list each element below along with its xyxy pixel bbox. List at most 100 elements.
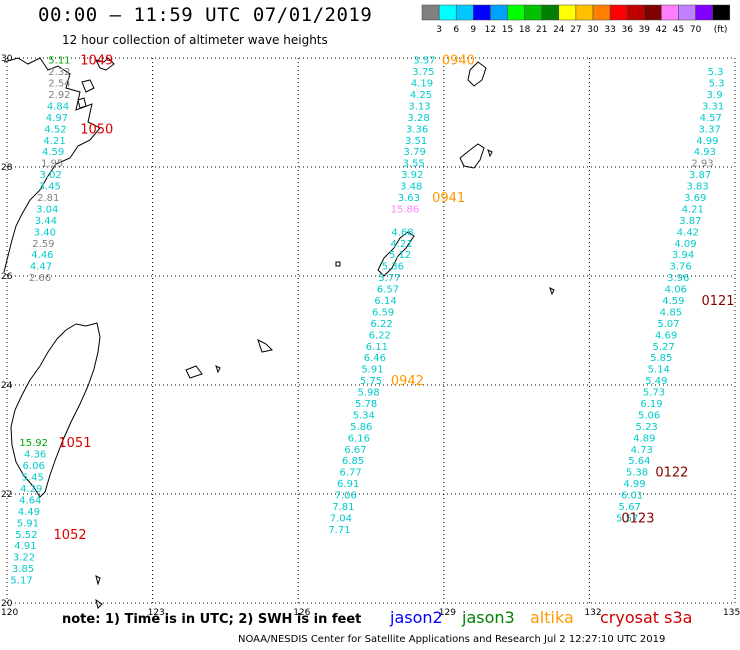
swh-value: 5.78: [355, 399, 377, 410]
swh-value: 3.87: [689, 170, 711, 181]
coastlines: [3, 57, 555, 609]
swh-value: 3.37: [699, 124, 721, 135]
lon-tick-label: 123: [148, 608, 165, 618]
swh-value: 4.84: [47, 101, 69, 112]
swh-value: 2.81: [37, 193, 59, 204]
swh-value: 6.16: [348, 433, 370, 444]
swh-value: 3.9: [707, 90, 723, 101]
pass-time: 0122: [655, 466, 688, 481]
swh-value: 3.02: [40, 170, 62, 181]
pass-time: 0941: [432, 191, 465, 206]
pass-time: 1050: [80, 122, 113, 137]
swh-value: 4.36: [24, 450, 46, 461]
lat-tick-label: 26: [1, 272, 13, 282]
legend-label: 30: [587, 25, 599, 35]
swh-value: 3.40: [34, 227, 56, 238]
taiwan-outline: [10, 322, 101, 498]
legend-label: 39: [639, 25, 651, 35]
legend-label: 33: [604, 25, 615, 35]
swh-value: 5.23: [636, 422, 658, 433]
swh-value: 5.34: [353, 410, 375, 421]
lon-tick-label: 126: [293, 608, 310, 618]
swh-value: 3.94: [672, 250, 694, 261]
swh-value: 5.67: [619, 502, 641, 513]
swh-value: 6.67: [344, 445, 366, 456]
legend-label: 70: [690, 25, 702, 35]
swh-value: 6.59: [372, 307, 394, 318]
swh-value: 6.91: [337, 479, 359, 490]
legend-label: 9: [470, 25, 476, 35]
satellite-altika: altika: [530, 608, 574, 627]
small-islets: [95, 149, 555, 609]
color-legend: 3 6 9 12 15 18 21 24 27 30 33 36 39 42 45 70 (ft): [421, 4, 731, 35]
swh-value: 4.06: [665, 285, 687, 296]
swh-value: 4.64: [19, 495, 41, 506]
swh-value: 3.76: [670, 262, 692, 273]
swh-value: 6.46: [364, 353, 386, 364]
swh-value: 3.44: [35, 216, 57, 227]
swh-value: 4.09: [674, 239, 696, 250]
legend-label: 24: [553, 25, 565, 35]
swh-value: 3.04: [36, 204, 58, 215]
swh-value: 5.3: [708, 67, 724, 78]
legend-label: 15: [502, 25, 513, 35]
swh-value: 3.63: [398, 193, 420, 204]
swh-value: 4.93: [694, 147, 716, 158]
swh-value: 7.81: [332, 502, 354, 513]
swh-value: 2.32: [48, 67, 70, 78]
swh-value: 7.04: [330, 513, 352, 524]
lon-tick-label: 132: [584, 608, 601, 618]
map-grid: [6, 57, 736, 604]
swh-value: 4.91: [14, 541, 36, 552]
legend-label: 45: [673, 25, 684, 35]
swh-value: 6.11: [366, 342, 388, 353]
credit-line: NOAA/NESDIS Center for Satellite Applica…: [238, 634, 666, 645]
swh-value: 2.54: [48, 79, 70, 90]
lat-tick-label: 24: [1, 381, 13, 391]
swh-value: 6.14: [374, 296, 396, 307]
swh-value: 3.79: [404, 147, 426, 158]
swh-value: 5.98: [357, 388, 379, 399]
swh-value: 5.52: [15, 530, 37, 541]
swh-value: 5.27: [653, 342, 675, 353]
lat-tick-label: 20: [1, 599, 13, 609]
altimeter-tracks: 5.112.322.542.924.844.974.524.214.591.95…: [10, 56, 724, 587]
swh-value: 5.45: [22, 473, 44, 484]
swh-value: 3.96: [667, 273, 689, 284]
swh-value: 2.59: [32, 239, 54, 250]
legend-label: 36: [621, 25, 633, 35]
pass-time: 1052: [54, 528, 87, 543]
legend-label: 12: [485, 25, 496, 35]
okinawa-island: [377, 231, 415, 277]
page-title: 00:00 – 11:59 UTC 07/01/2019: [38, 4, 373, 26]
swh-value: 4.25: [410, 90, 432, 101]
satellite-cryosat-s3a: cryosat s3a: [600, 608, 693, 627]
swh-value: 4.47: [30, 262, 52, 273]
swh-value: 1.95: [41, 159, 63, 170]
swh-value: 4.68: [391, 227, 413, 238]
swh-value: 6.06: [23, 461, 45, 472]
axis-tick-labels: 120 123 126 129 132 135 20 22 24 26 28 30: [1, 54, 740, 618]
swh-value: 3.57: [413, 56, 435, 67]
lon-tick-label: 135: [723, 608, 740, 618]
swh-value: 5.85: [650, 353, 672, 364]
swh-value: 6.01: [621, 491, 643, 502]
swh-value: 15.92: [19, 438, 48, 449]
legend-unit: (ft): [714, 25, 728, 35]
swh-value: 3.31: [702, 101, 724, 112]
swh-value: 6.57: [377, 285, 399, 296]
swh-value: 4.19: [411, 79, 433, 90]
swh-value: 4.69: [655, 330, 677, 341]
pass-time: 0940: [442, 54, 475, 69]
swh-value: 4.21: [390, 239, 412, 250]
swh-value: 3.48: [400, 182, 422, 193]
swh-value: 5.36: [382, 262, 404, 273]
swh-value: 4.49: [18, 507, 40, 518]
pass-time-labels: 1049 1050 1051 1052 0940 0941 0942 0121 0122 0123: [54, 54, 735, 543]
swh-value: 6.22: [371, 319, 393, 330]
swh-value: 7.71: [328, 525, 350, 536]
swh-value: 3.13: [408, 101, 430, 112]
swh-value: 3.28: [407, 113, 429, 124]
swh-value: 5.38: [626, 468, 648, 479]
